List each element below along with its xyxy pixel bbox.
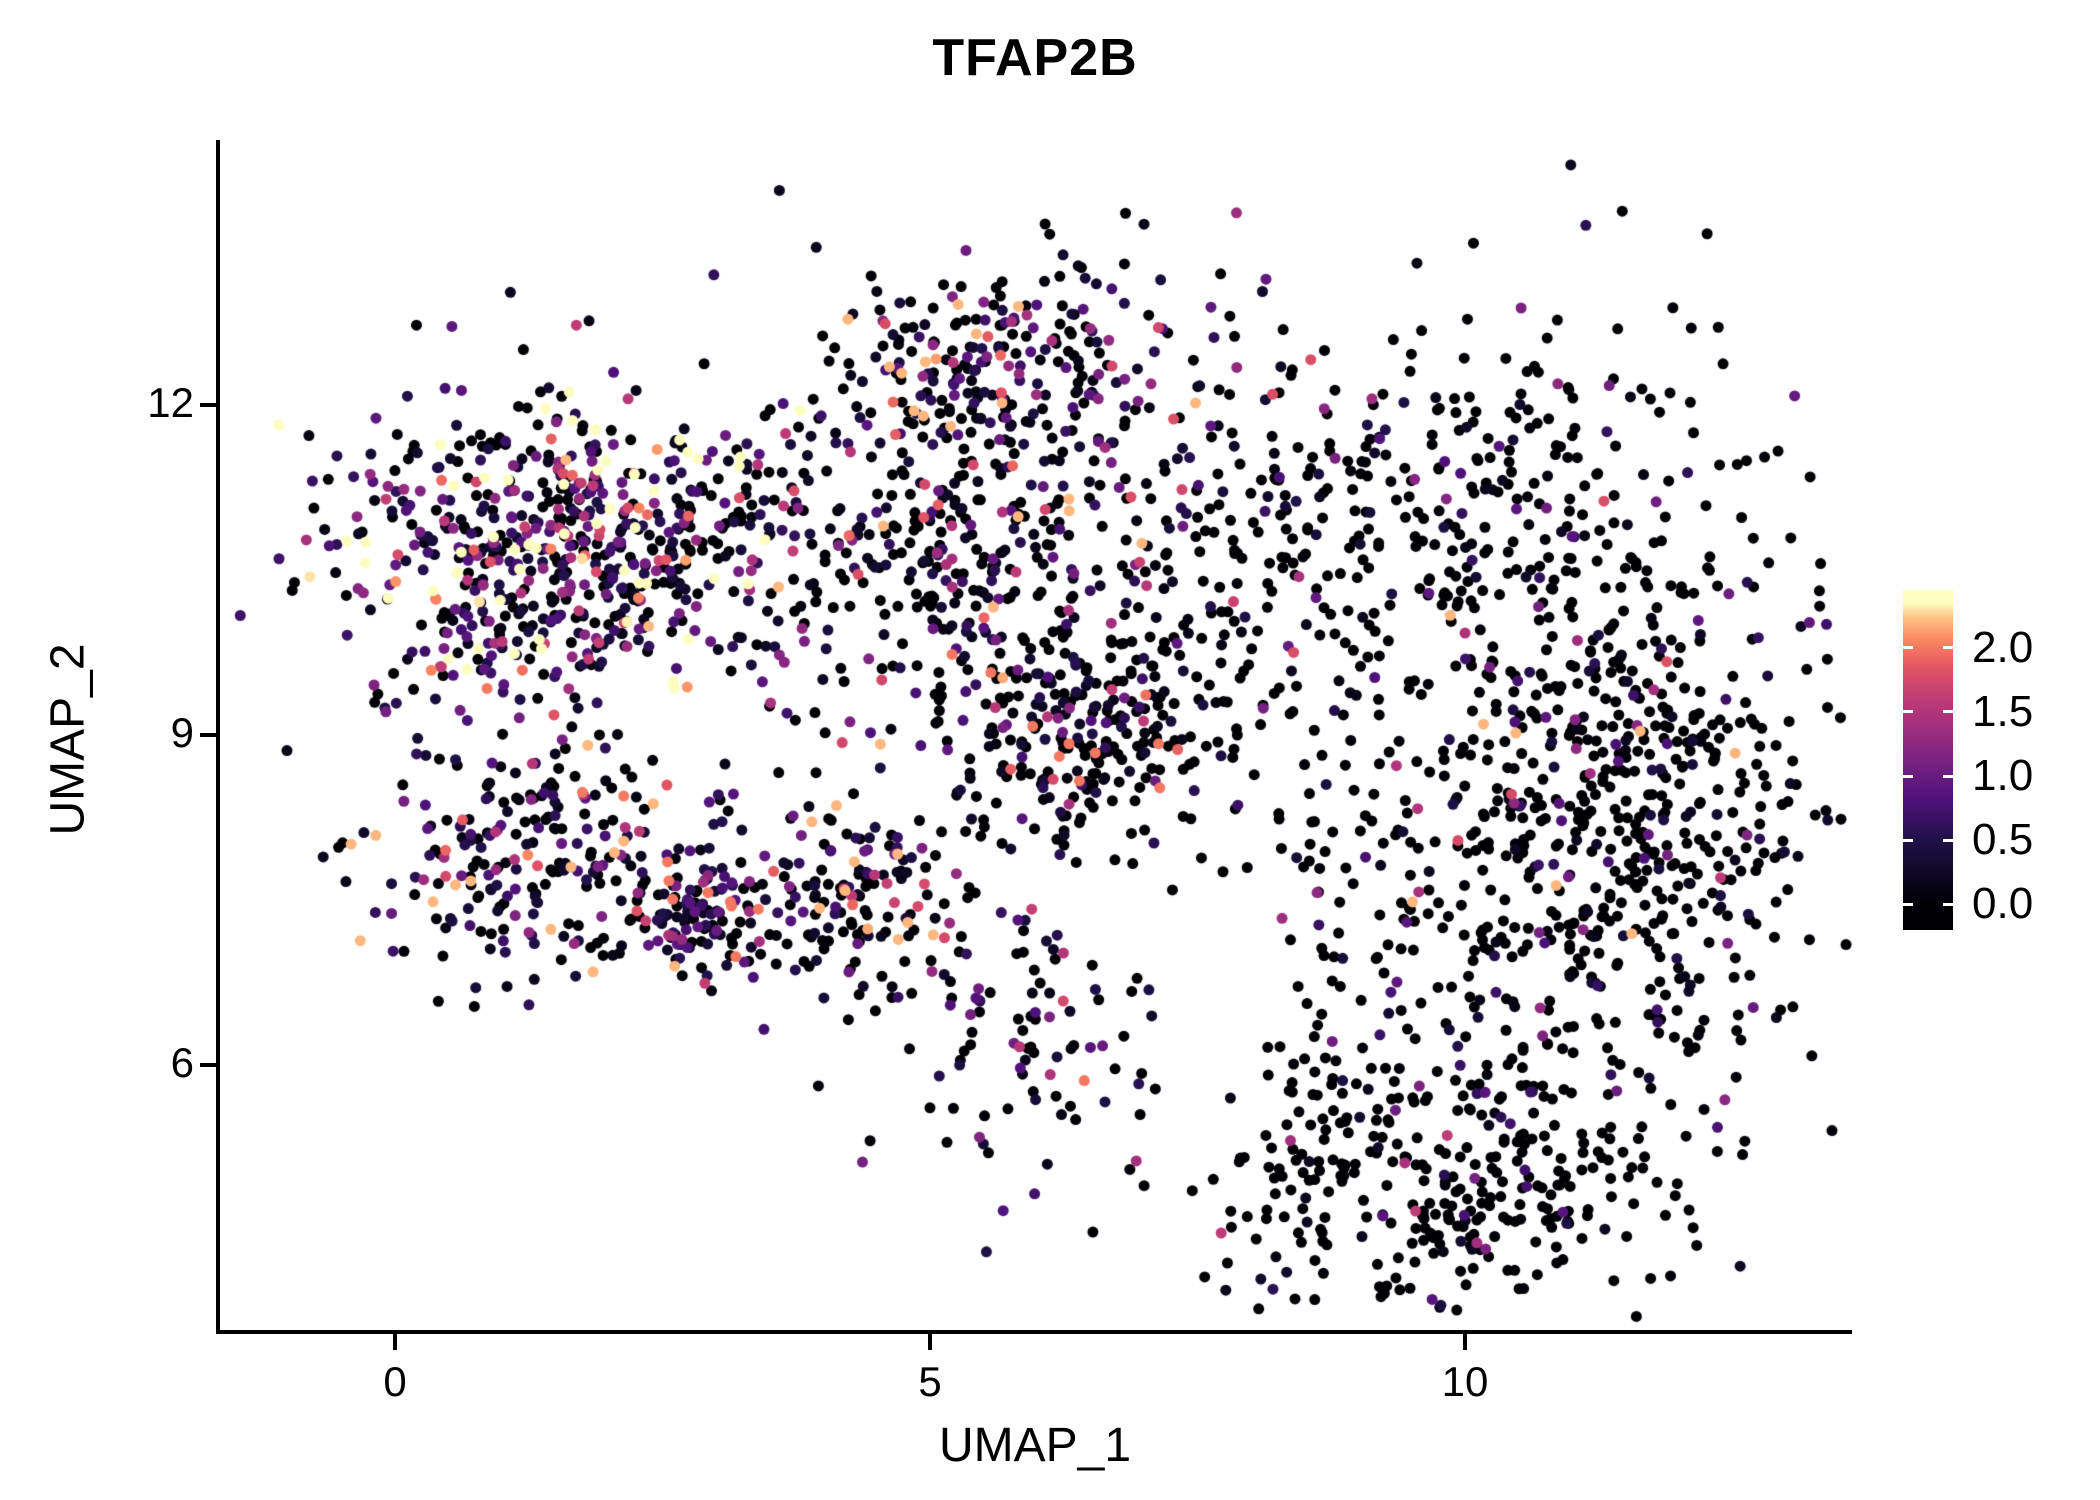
y-axis-line <box>216 140 220 1334</box>
colorbar-tick-mark <box>1903 838 1913 842</box>
x-tick-label: 10 <box>1441 1358 1489 1405</box>
x-axis-title: UMAP_1 <box>938 1419 1132 1472</box>
colorbar-tick-mark <box>1903 646 1913 650</box>
y-tick-mark <box>200 733 216 737</box>
colorbar-tick-mark <box>1943 710 1953 714</box>
y-tick-label: 9 <box>170 709 194 756</box>
colorbar-tick-mark <box>1943 902 1953 906</box>
expression-colorbar <box>1903 590 1953 930</box>
colorbar-tick-label: 2.0 <box>1972 622 2034 672</box>
y-tick-mark <box>200 403 216 407</box>
x-tick-mark <box>393 1334 397 1350</box>
y-tick-label: 12 <box>147 379 194 426</box>
colorbar-tick-mark <box>1903 902 1913 906</box>
colorbar-tick-mark <box>1943 646 1953 650</box>
y-tick-label: 6 <box>170 1039 194 1086</box>
y-tick-mark <box>200 1063 216 1067</box>
plot-title: TFAP2B <box>932 29 1138 87</box>
x-tick-mark <box>1463 1334 1467 1350</box>
colorbar-tick-mark <box>1943 838 1953 842</box>
x-tick-mark <box>928 1334 932 1350</box>
colorbar-tick-mark <box>1903 710 1913 714</box>
colorbar-tick-label: 0.5 <box>1972 815 2034 865</box>
x-tick-label: 5 <box>918 1358 942 1405</box>
colorbar-tick-label: 0.0 <box>1972 879 2034 929</box>
x-tick-label: 0 <box>383 1358 407 1405</box>
y-axis-title: UMAP_2 <box>41 643 95 836</box>
x-axis-line <box>216 1330 1852 1334</box>
colorbar-tick-label: 1.0 <box>1972 751 2034 801</box>
colorbar-tick-mark <box>1903 774 1913 778</box>
colorbar-tick-mark <box>1943 774 1953 778</box>
colorbar-tick-label: 1.5 <box>1972 686 2034 736</box>
